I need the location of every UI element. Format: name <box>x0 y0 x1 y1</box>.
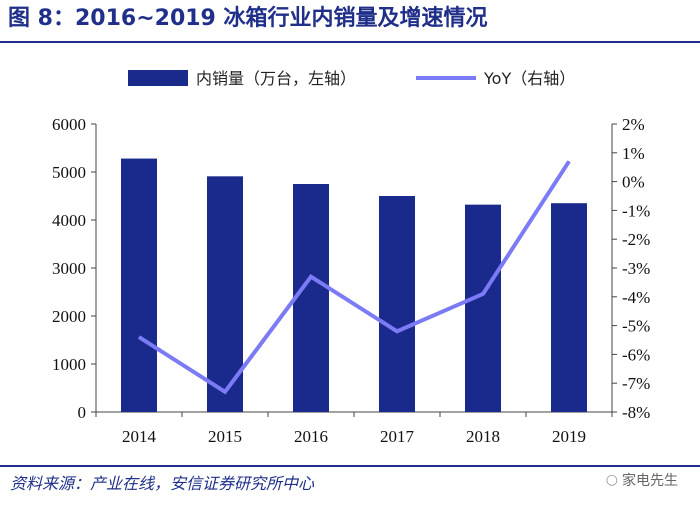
yoy-point <box>224 391 226 393</box>
x-tick-label: 2019 <box>552 427 586 446</box>
y-left-tick-label: 3000 <box>52 259 86 278</box>
x-tick-label: 2016 <box>294 427 328 446</box>
y-right-tick-label: 1% <box>622 144 645 163</box>
y-right-tick-label: -3% <box>622 259 650 278</box>
y-right-tick-label: 0% <box>622 173 645 192</box>
figure-title: 图 8：2016~2019 冰箱行业内销量及增速情况 <box>8 6 488 31</box>
watermark-label: 家电先生 <box>622 473 678 489</box>
y-left-tick-label: 2000 <box>52 307 86 326</box>
legend-label-bar: 内销量（万台，左轴） <box>196 69 356 88</box>
plot-area: 0 1000 2000 3000 4000 5000 6000 -8% -7% -6% -5% -4%… <box>52 115 650 446</box>
x-tick-label: 2018 <box>466 427 500 446</box>
y-right-tick-label: -6% <box>622 345 650 364</box>
bar <box>121 158 157 412</box>
x-tick-label: 2015 <box>208 427 242 446</box>
yoy-point <box>138 336 140 338</box>
source-rule <box>0 465 700 467</box>
y-right-tick-label: -7% <box>622 374 650 393</box>
bar <box>379 196 415 412</box>
legend-swatch-bar <box>128 70 188 86</box>
y-right-tick-label: -2% <box>622 230 650 249</box>
y-right-tick-label: -4% <box>622 288 650 307</box>
y-right-tick-label: -5% <box>622 317 650 336</box>
yoy-point <box>396 330 398 332</box>
yoy-point <box>310 276 312 278</box>
x-tick-label: 2017 <box>380 427 415 446</box>
legend-label-line: YoY（右轴） <box>483 69 575 88</box>
yoy-point <box>568 160 570 162</box>
y-right-tick-label: 2% <box>622 115 645 134</box>
bar <box>465 204 501 412</box>
title-rule <box>0 41 700 43</box>
bar <box>293 184 329 412</box>
legend: 内销量（万台，左轴） YoY（右轴） <box>128 69 575 88</box>
bar <box>551 203 587 412</box>
y-right-tick-label: -1% <box>622 201 650 220</box>
yoy-point <box>482 293 484 295</box>
y-left-tick-label: 0 <box>78 403 87 422</box>
y-left-tick-label: 1000 <box>52 355 86 374</box>
y-left-tick-label: 5000 <box>52 163 86 182</box>
wechat-icon: ○ <box>605 472 618 488</box>
y-right-tick-label: -8% <box>622 403 650 422</box>
y-left-tick-label: 4000 <box>52 211 86 230</box>
watermark: ○ 家电先生 <box>606 470 678 490</box>
chart: 内销量（万台，左轴） YoY（右轴） 0 1000 2000 3000 4000 5000… <box>52 69 650 446</box>
x-tick-label: 2014 <box>122 427 157 446</box>
y-left-tick-label: 6000 <box>52 115 86 134</box>
yoy-line <box>137 160 571 395</box>
source-note: 资料来源：产业在线，安信证券研究所中心 <box>10 474 315 493</box>
